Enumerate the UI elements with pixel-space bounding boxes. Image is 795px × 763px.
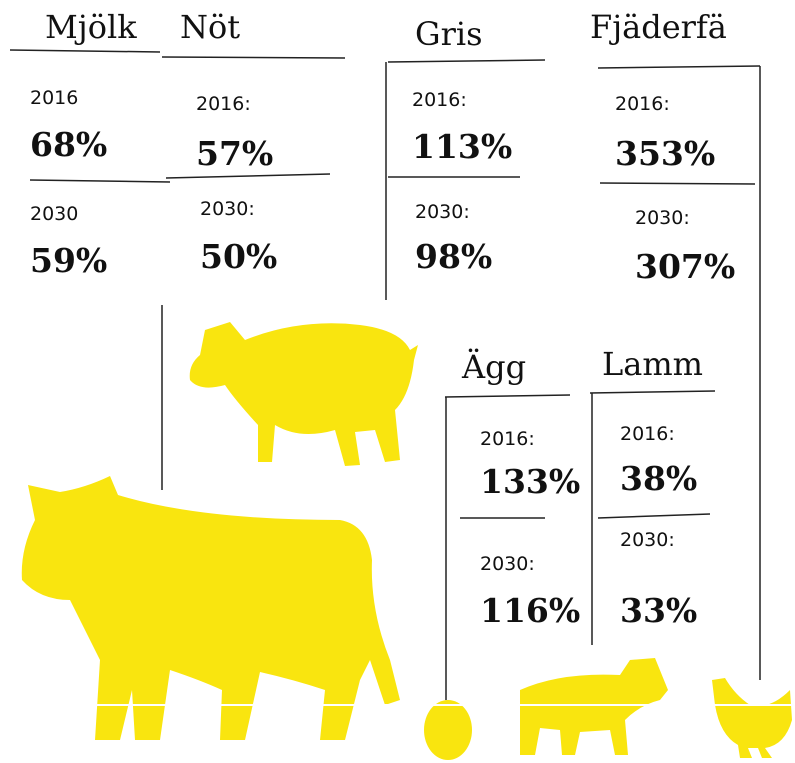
rule: [590, 391, 715, 393]
value: 307%: [635, 247, 735, 286]
year-label: 2030:: [620, 529, 675, 551]
animals: [20, 322, 795, 760]
value: 50%: [200, 237, 277, 276]
rule: [598, 514, 710, 518]
year-label: 2030:: [480, 553, 535, 575]
section-title: Mjölk: [45, 8, 137, 46]
chicken: [712, 678, 792, 758]
year-label: 2030:: [415, 201, 470, 223]
value: 98%: [415, 237, 492, 276]
egg: [424, 700, 472, 760]
infographic: Mjölk 2016 68% 2030 59% Nöt 2016: 57% 20…: [0, 0, 795, 763]
value: 133%: [480, 462, 580, 501]
value: 38%: [620, 459, 697, 498]
section-title: Lamm: [602, 345, 703, 383]
value: 59%: [30, 241, 107, 280]
year-label: 2016:: [480, 428, 535, 450]
value: 68%: [30, 125, 107, 164]
section-title: Gris: [415, 15, 483, 53]
rule: [445, 395, 570, 397]
year-label: 2016:: [615, 93, 670, 115]
year-label: 2016:: [196, 93, 251, 115]
rule: [30, 180, 170, 182]
year-label: 2030:: [200, 198, 255, 220]
year-label: 2016:: [620, 423, 675, 445]
year-label: 2030: [30, 203, 78, 225]
value: 57%: [196, 134, 273, 173]
pig: [190, 322, 418, 466]
year-label: 2030:: [635, 207, 690, 229]
value: 353%: [615, 134, 715, 173]
year-label: 2016: [30, 87, 78, 109]
rule: [388, 60, 545, 62]
value: 33%: [620, 591, 697, 630]
rule: [162, 57, 345, 58]
cow: [22, 476, 400, 740]
rule: [600, 183, 755, 184]
lamb: [520, 658, 668, 755]
rule: [10, 50, 160, 52]
section-title: Ägg: [461, 348, 526, 386]
section-title: Nöt: [180, 8, 240, 46]
year-label: 2016:: [412, 89, 467, 111]
value: 113%: [412, 127, 512, 166]
value: 116%: [480, 591, 580, 630]
section-title: Fjäderfä: [590, 8, 727, 46]
rule: [166, 174, 330, 178]
rule: [598, 66, 760, 68]
